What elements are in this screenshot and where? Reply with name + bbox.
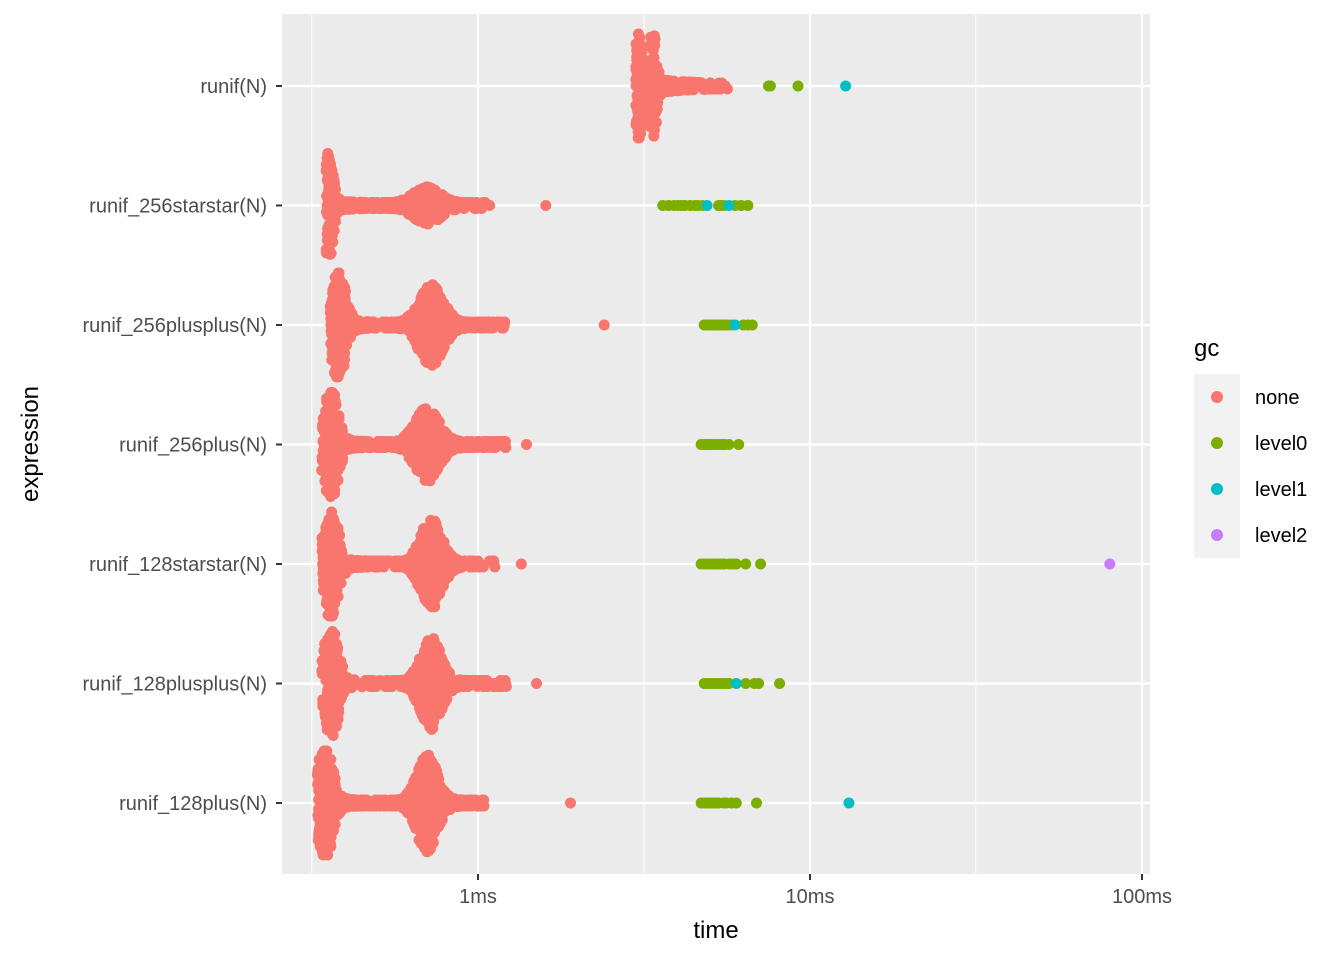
data-point <box>331 645 343 657</box>
data-point <box>332 474 344 486</box>
data-point <box>329 488 340 500</box>
data-point <box>740 678 752 689</box>
data-point <box>322 849 334 861</box>
data-point <box>843 797 855 809</box>
y-tick-label: runif_256plusplus(N) <box>82 315 267 337</box>
y-axis-title: expression <box>17 386 44 502</box>
legend-key-level0 <box>1211 437 1223 449</box>
legend-label: none <box>1255 387 1300 409</box>
legend-label: level0 <box>1255 433 1307 455</box>
data-point <box>333 706 345 718</box>
data-point <box>326 610 338 622</box>
data-point <box>649 39 661 51</box>
data-point <box>441 693 453 705</box>
legend-label: level1 <box>1255 479 1307 501</box>
legend: gc none level0 level1 level2 <box>1194 335 1307 558</box>
legend-label: level2 <box>1255 525 1307 547</box>
data-point <box>540 200 552 211</box>
data-point <box>774 678 786 689</box>
data-point <box>338 360 350 372</box>
data-point <box>489 561 501 573</box>
data-point <box>598 319 610 331</box>
y-tick-label: runif(N) <box>200 76 267 98</box>
data-point <box>650 116 662 128</box>
data-point <box>327 236 339 248</box>
data-point <box>334 529 346 541</box>
data-point <box>730 797 742 809</box>
data-point <box>335 577 347 589</box>
data-point <box>484 200 496 211</box>
y-tick-label: runif_128plus(N) <box>119 793 267 815</box>
data-point <box>328 225 340 237</box>
x-axis-title: time <box>693 917 738 944</box>
data-point <box>333 413 345 425</box>
data-point <box>327 730 339 741</box>
data-point <box>648 52 660 64</box>
data-point <box>721 83 733 95</box>
x-tick-label: 10ms <box>786 886 835 908</box>
data-point <box>329 819 341 830</box>
data-point <box>433 416 445 428</box>
data-point <box>710 80 722 92</box>
data-points <box>311 28 1116 861</box>
data-point <box>325 754 337 765</box>
data-point <box>325 247 337 259</box>
data-point <box>478 800 490 812</box>
data-point <box>565 797 576 809</box>
x-axis: 1ms 10ms 100ms <box>459 874 1172 908</box>
data-point <box>635 128 647 139</box>
x-tick-label: 1ms <box>459 886 497 908</box>
data-point <box>325 841 337 852</box>
data-point <box>500 442 512 453</box>
data-point <box>753 678 765 689</box>
data-point <box>531 678 542 689</box>
data-point <box>1104 558 1116 570</box>
data-point <box>427 837 439 849</box>
legend-key-level2 <box>1211 529 1223 541</box>
legend-key-background <box>1194 374 1240 558</box>
y-tick-label: runif_256plus(N) <box>119 435 267 457</box>
x-tick-label: 100ms <box>1112 886 1172 908</box>
data-point <box>723 200 735 211</box>
data-point <box>497 322 509 334</box>
data-point <box>429 601 441 613</box>
data-point <box>500 681 512 692</box>
y-tick-label: runif_128starstar(N) <box>89 554 267 576</box>
legend-title: gc <box>1194 335 1219 362</box>
data-point <box>751 797 762 809</box>
data-point <box>330 216 341 227</box>
data-point <box>521 439 532 450</box>
data-point <box>515 558 527 570</box>
data-point <box>755 558 767 570</box>
data-point <box>764 80 776 92</box>
data-point <box>332 591 344 602</box>
data-point <box>730 678 742 689</box>
data-point <box>723 439 735 450</box>
data-point <box>730 558 742 570</box>
data-point <box>329 628 341 640</box>
y-axis: runif(N) runif_256starstar(N) runif_256plu… <box>82 76 282 815</box>
data-point <box>701 200 713 211</box>
data-point <box>330 399 342 411</box>
legend-key-level1 <box>1211 483 1223 495</box>
data-point <box>729 319 741 331</box>
legend-key-none <box>1211 391 1223 403</box>
data-point <box>733 439 745 450</box>
data-point <box>746 319 758 331</box>
data-point <box>742 200 754 211</box>
y-tick-label: runif_256starstar(N) <box>89 196 267 218</box>
y-tick-label: runif_128plusplus(N) <box>82 674 267 696</box>
data-point <box>651 103 663 115</box>
data-point <box>840 80 852 92</box>
data-point <box>648 130 660 142</box>
data-point <box>427 722 439 734</box>
data-point <box>792 80 804 92</box>
data-point <box>336 455 348 467</box>
data-point <box>740 558 752 570</box>
